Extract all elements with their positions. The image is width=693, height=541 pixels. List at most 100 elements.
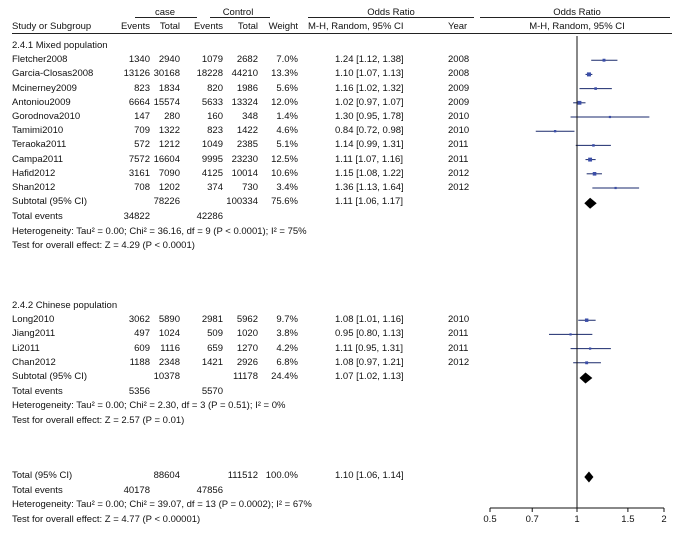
study-year: 2010 bbox=[448, 314, 470, 326]
study-events-case: 709 bbox=[134, 125, 150, 137]
header-study: Study or Subgroup bbox=[12, 21, 92, 32]
overall-events-label: Total events bbox=[12, 485, 63, 497]
header-method-left: M-H, Random, 95% CI bbox=[308, 21, 404, 32]
subtotal-0-diamond bbox=[584, 197, 597, 209]
overall-heterogeneity: Heterogeneity: Tau² = 0.00; Chi² = 39.07… bbox=[12, 499, 312, 511]
study-events-control: 18228 bbox=[196, 68, 223, 80]
study-garcia-closas2008-marker bbox=[586, 72, 591, 77]
study-name: Long2010 bbox=[12, 314, 55, 326]
total-events-control: 42286 bbox=[196, 211, 223, 223]
study-hafid2012-marker bbox=[592, 172, 597, 176]
x-tick-label: 1 bbox=[574, 514, 580, 525]
study-total-case: 1322 bbox=[158, 125, 180, 137]
study-total-control: 44210 bbox=[231, 68, 258, 80]
study-events-case: 708 bbox=[134, 182, 150, 193]
total-events-control: 5570 bbox=[201, 386, 223, 398]
study-events-control: 374 bbox=[207, 182, 223, 193]
x-tick-label: 2 bbox=[661, 514, 667, 525]
x-tick-label: 0.5 bbox=[483, 514, 497, 525]
study-name: Gorodnova2010 bbox=[12, 111, 81, 122]
study-weight: 3.8% bbox=[276, 328, 298, 340]
study-ci: 1.11 [1.07, 1.16] bbox=[335, 153, 403, 165]
total-events-label: Total events bbox=[12, 211, 63, 223]
overall-effect-test: Test for overall effect: Z = 2.57 (P = 0… bbox=[12, 414, 185, 426]
study-name: Hafid2012 bbox=[12, 167, 56, 179]
study-chan2012-marker bbox=[585, 361, 589, 365]
study-total-case: 1212 bbox=[158, 139, 180, 151]
study-total-case: 15574 bbox=[153, 96, 180, 108]
study-events-case: 572 bbox=[134, 139, 150, 151]
study-year: 2008 bbox=[448, 54, 470, 66]
study-year: 2009 bbox=[448, 82, 470, 94]
header-year: Year bbox=[448, 21, 468, 32]
total-events-label: Total events bbox=[12, 386, 63, 398]
study-total-case: 1116 bbox=[160, 342, 180, 354]
study-ci: 1.08 [0.97, 1.21] bbox=[335, 356, 404, 368]
study-events-control: 160 bbox=[207, 111, 223, 122]
study-year: 2009 bbox=[448, 96, 470, 108]
study-shan2012-marker bbox=[614, 186, 617, 190]
study-name: Campa2011 bbox=[12, 153, 64, 165]
study-total-case: 7090 bbox=[158, 167, 180, 179]
study-total-case: 30168 bbox=[153, 68, 180, 80]
overall-ci: 1.10 [1.06, 1.14] bbox=[335, 470, 404, 481]
study-events-control: 820 bbox=[207, 82, 223, 94]
study-name: Teraoka2011 bbox=[12, 139, 67, 151]
header-rule-bottom bbox=[12, 33, 672, 34]
study-ci: 1.11 [0.95, 1.31] bbox=[335, 342, 403, 354]
study-antoniou2009-marker bbox=[577, 100, 582, 105]
overall-total-control: 111512 bbox=[227, 470, 258, 481]
subgroup-title: 2.4.2 Chinese population bbox=[12, 300, 118, 311]
header-or-right: Odds Ratio bbox=[553, 7, 601, 18]
study-total-case: 280 bbox=[164, 111, 180, 122]
study-year: 2011 bbox=[448, 328, 469, 340]
x-tick-label: 0.7 bbox=[525, 514, 539, 525]
study-ci: 1.36 [1.13, 1.64] bbox=[335, 182, 404, 193]
study-total-control: 10014 bbox=[231, 167, 258, 179]
subtotal-total-case: 78226 bbox=[153, 196, 180, 208]
study-year: 2008 bbox=[448, 68, 470, 80]
study-events-case: 13126 bbox=[123, 68, 150, 80]
study-events-case: 6664 bbox=[128, 96, 150, 108]
overall-events-control: 47856 bbox=[196, 485, 223, 497]
study-total-case: 2940 bbox=[158, 54, 180, 66]
study-total-control: 730 bbox=[242, 182, 258, 193]
header-weight: Weight bbox=[268, 21, 298, 32]
study-ci: 1.10 [1.07, 1.13] bbox=[335, 68, 404, 80]
subtotal-1-diamond bbox=[579, 372, 593, 384]
study-events-control: 9995 bbox=[201, 153, 223, 165]
study-teraoka2011-marker bbox=[592, 144, 595, 147]
subtotal-total-control: 100334 bbox=[226, 196, 258, 208]
study-events-control: 823 bbox=[207, 125, 223, 137]
study-total-case: 5890 bbox=[158, 314, 180, 326]
study-tamimi2010-marker bbox=[553, 130, 557, 133]
study-ci: 1.30 [0.95, 1.78] bbox=[335, 111, 404, 122]
study-total-control: 13324 bbox=[231, 96, 258, 108]
study-li2011-marker bbox=[588, 347, 592, 350]
study-name: Shan2012 bbox=[12, 182, 56, 193]
study-name: Fletcher2008 bbox=[12, 54, 68, 66]
study-year: 2011 bbox=[448, 153, 469, 165]
study-year: 2010 bbox=[448, 125, 470, 137]
subtotal-ci: 1.07 [1.02, 1.13] bbox=[335, 371, 404, 382]
study-year: 2012 bbox=[448, 182, 470, 193]
study-year: 2011 bbox=[448, 139, 469, 151]
study-ci: 1.14 [0.99, 1.31] bbox=[335, 139, 404, 151]
study-weight: 4.6% bbox=[276, 125, 298, 137]
overall-effect-test: Test for overall effect: Z = 4.29 (P < 0… bbox=[12, 239, 195, 251]
subtotal-weight: 75.6% bbox=[271, 196, 298, 208]
study-weight: 12.5% bbox=[271, 153, 298, 165]
study-ci: 1.08 [1.01, 1.16] bbox=[335, 314, 404, 326]
study-events-case: 823 bbox=[134, 82, 150, 94]
header-total-control: Total bbox=[237, 21, 258, 32]
header-case: case bbox=[154, 7, 176, 18]
header-rule-control bbox=[210, 17, 270, 18]
subtotal-label: Subtotal (95% CI) bbox=[12, 196, 87, 208]
study-year: 2012 bbox=[448, 356, 470, 368]
study-weight: 5.1% bbox=[276, 139, 298, 151]
study-events-control: 2981 bbox=[201, 314, 223, 326]
study-mcinerney2009-marker bbox=[594, 87, 597, 90]
subtotal-label: Subtotal (95% CI) bbox=[12, 371, 87, 382]
study-total-control: 2682 bbox=[236, 54, 258, 66]
